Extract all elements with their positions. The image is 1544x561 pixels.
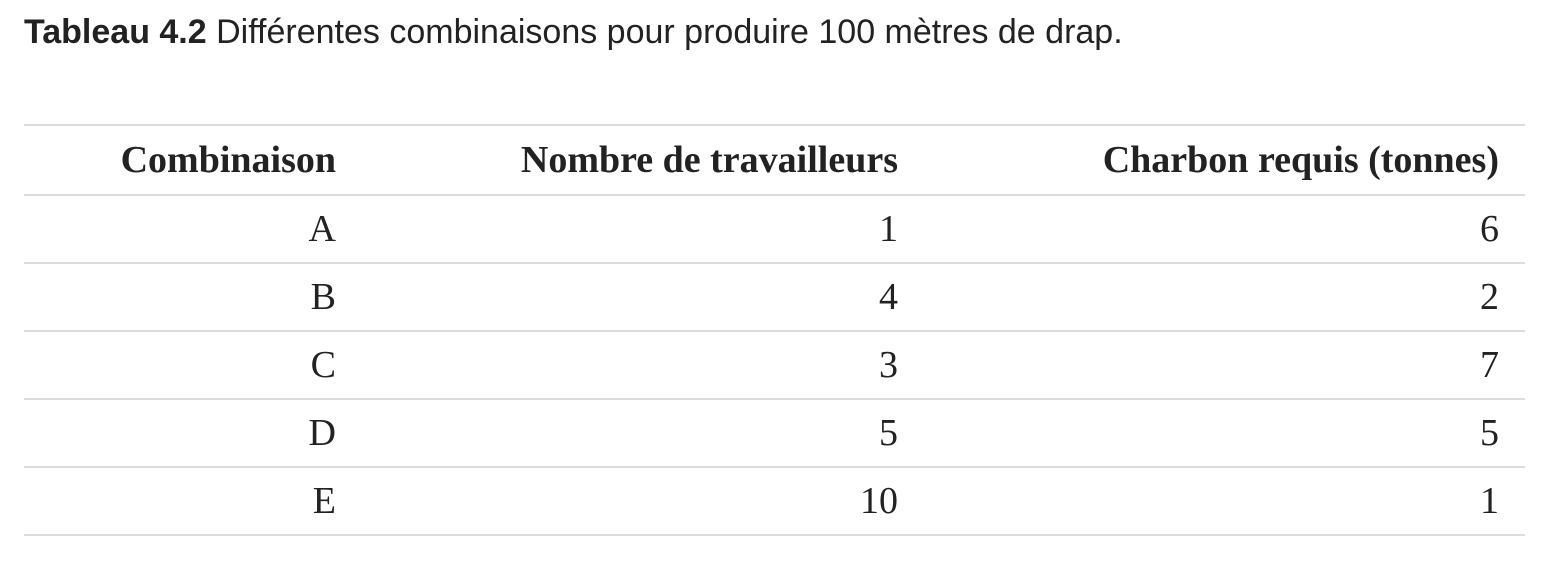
cell-combinaison: A: [24, 195, 362, 264]
cell-charbon-requis: 7: [924, 331, 1525, 400]
table-caption: Tableau 4.2 Différentes combinaisons pou…: [24, 8, 1123, 56]
table-row: C 3 7: [24, 331, 1525, 400]
cell-nombre-travailleurs: 4: [362, 263, 924, 332]
combinations-table: Combinaison Nombre de travailleurs Charb…: [24, 124, 1525, 536]
cell-nombre-travailleurs: 10: [362, 467, 924, 536]
cell-charbon-requis: 1: [924, 467, 1525, 536]
cell-charbon-requis: 6: [924, 195, 1525, 264]
header-combinaison: Combinaison: [24, 124, 362, 196]
table-row: B 4 2: [24, 263, 1525, 332]
cell-combinaison: D: [24, 399, 362, 468]
table-row: E 10 1: [24, 467, 1525, 536]
caption-text: Différentes combinaisons pour produire 1…: [206, 13, 1123, 51]
caption-label: Tableau 4.2: [24, 13, 207, 51]
header-row: Combinaison Nombre de travailleurs Charb…: [24, 124, 1525, 196]
cell-combinaison: C: [24, 331, 362, 400]
cell-combinaison: B: [24, 263, 362, 332]
cell-nombre-travailleurs: 5: [362, 399, 924, 468]
header-charbon-requis: Charbon requis (tonnes): [924, 124, 1525, 196]
cell-nombre-travailleurs: 3: [362, 331, 924, 400]
header-nombre-travailleurs: Nombre de travailleurs: [362, 124, 924, 196]
cell-nombre-travailleurs: 1: [362, 195, 924, 264]
cell-charbon-requis: 5: [924, 399, 1525, 468]
table-header: Combinaison Nombre de travailleurs Charb…: [24, 124, 1525, 196]
table-row: A 1 6: [24, 195, 1525, 264]
cell-charbon-requis: 2: [924, 263, 1525, 332]
cell-combinaison: E: [24, 467, 362, 536]
table-body: A 1 6 B 4 2 C 3 7 D 5 5 E 10 1: [24, 195, 1525, 536]
table-row: D 5 5: [24, 399, 1525, 468]
